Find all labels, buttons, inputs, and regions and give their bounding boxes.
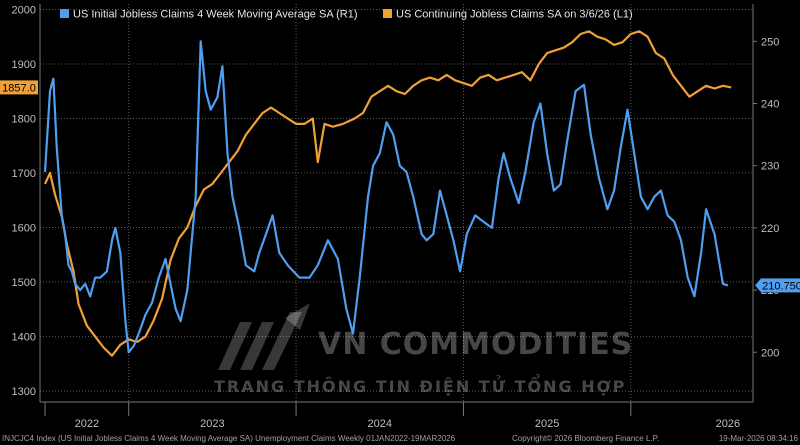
last-value-continuing: 1857.0	[2, 82, 36, 94]
legend: US Initial Jobless Claims 4 Week Moving …	[60, 9, 633, 21]
left-tick-0: 1300	[12, 386, 36, 398]
last-value-badge-initial	[761, 278, 800, 293]
x-tick-2023: 2023	[200, 418, 224, 430]
watermark-tagline: TRANG THÔNG TIN ĐIỆN TỬ TỔNG HỢP	[214, 374, 626, 396]
footer-source: INJCJC4 Index (US Initial Jobless Claims…	[2, 434, 456, 443]
footer-copyright: Copyright© 2026 Bloomberg Finance L.P.	[512, 434, 659, 443]
left-tick-2: 1500	[12, 277, 36, 289]
last-value-pointer-icon	[755, 278, 761, 293]
legend-label-initial-claims: US Initial Jobless Claims 4 Week Moving …	[73, 9, 358, 21]
right-axis: 200210220230240250	[753, 36, 779, 359]
watermark-logo-icon	[218, 303, 310, 370]
x-tick-2022: 2022	[75, 418, 99, 430]
right-tick-2: 220	[761, 223, 779, 235]
x-tick-2024: 2024	[368, 418, 392, 430]
series-line-initial-claims	[43, 40, 729, 354]
series-lines	[43, 30, 732, 357]
last-value-badges: 1857.0 210.750	[0, 80, 800, 293]
watermark: VN COMMODITIES TRANG THÔNG TIN ĐIỆN TỬ T…	[214, 303, 633, 396]
right-tick-5: 250	[761, 36, 779, 48]
legend-swatch-continuing-claims	[383, 9, 392, 18]
legend-label-continuing-claims: US Continuing Jobless Claims SA on 3/6/2…	[396, 9, 633, 21]
footer-timestamp: 19-Mar-2026 08:34:16	[719, 434, 799, 443]
right-tick-4: 240	[761, 99, 779, 111]
watermark-brand: VN COMMODITIES	[318, 327, 633, 362]
x-axis: 2022 2023 2024 2025 2026	[44, 402, 740, 430]
left-tick-5: 1800	[12, 113, 36, 125]
left-tick-6: 1900	[12, 59, 36, 71]
left-tick-3: 1600	[12, 223, 36, 235]
x-tick-2026: 2026	[716, 418, 740, 430]
left-tick-4: 1700	[12, 168, 36, 180]
series-line-continuing-claims	[44, 30, 732, 357]
right-tick-3: 230	[761, 161, 779, 173]
left-tick-1: 1400	[12, 332, 36, 344]
legend-swatch-initial-claims	[60, 9, 69, 18]
footer: INJCJC4 Index (US Initial Jobless Claims…	[2, 434, 799, 443]
x-tick-2025: 2025	[535, 418, 559, 430]
grid	[39, 4, 754, 403]
last-value-initial: 210.750	[762, 280, 800, 292]
left-tick-7: 2000	[12, 4, 36, 16]
left-axis: 1300 1400 1500 1600 1700 1800 1900 2000	[12, 4, 36, 398]
right-tick-0: 200	[761, 347, 779, 359]
last-value-badge-continuing	[0, 80, 38, 95]
